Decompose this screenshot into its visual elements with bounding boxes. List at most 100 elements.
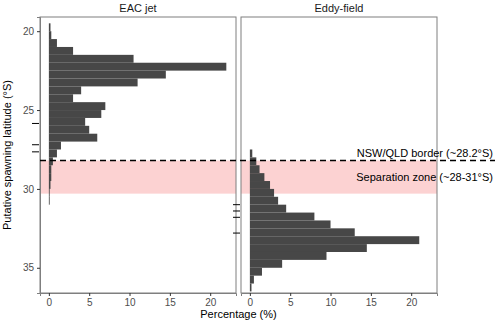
histogram-bar [250, 181, 270, 189]
x-tick-label: 0 [47, 297, 53, 308]
histogram-bar [249, 55, 250, 63]
separation-band [40, 161, 236, 194]
y-tick-mark [37, 268, 40, 269]
histogram-bar [249, 39, 250, 47]
histogram-bar [49, 173, 51, 181]
x-tick-label: 10 [124, 297, 136, 308]
rug-mark [233, 217, 240, 218]
histogram-bar [250, 220, 331, 228]
y-tick: 30 [23, 184, 40, 195]
histogram-bar [48, 189, 50, 197]
histogram-bar [48, 236, 49, 244]
histogram-bar [48, 260, 49, 268]
histogram-bar [250, 189, 274, 197]
histogram-bar [249, 110, 250, 118]
x-tick-label: 15 [366, 297, 378, 308]
x-tick: 20 [406, 293, 418, 308]
x-tick: 0 [47, 293, 53, 308]
histogram-bar [48, 197, 50, 205]
histogram-bar [249, 86, 250, 94]
histogram-bar [48, 284, 49, 292]
bars [49, 23, 226, 204]
x-tick-mark [170, 293, 171, 296]
histogram-bar [49, 118, 85, 126]
histogram-bar [250, 205, 286, 213]
chart: EAC jet 0 5 10 15 20 20 25 30 35 Eddy-field 0 5 10 15 2… [0, 0, 500, 323]
rug-mark [32, 144, 39, 145]
axis-line [242, 294, 438, 297]
y-axis: 20 25 30 35 [23, 18, 41, 294]
histogram-bar [49, 31, 51, 39]
histogram-bar [250, 165, 260, 173]
histogram-bar [249, 142, 250, 150]
histogram-bar [49, 102, 105, 110]
histogram-bar [250, 197, 278, 205]
panel-title: Eddy-field [315, 2, 364, 14]
annotation-label: Separation zone (~28-31°S) [356, 171, 493, 183]
histogram-bar [250, 268, 262, 276]
histogram-bar [250, 149, 252, 157]
y-tick-mark [37, 110, 40, 111]
annotation-label: NSW/QLD border (~28.2°S) [357, 147, 493, 159]
histogram-bar [49, 142, 61, 150]
histogram-bar [250, 173, 265, 181]
histogram-bar [249, 79, 250, 87]
x-tick: 10 [124, 293, 136, 308]
x-axis: 0 5 10 15 20 [242, 293, 438, 308]
histogram-bar [249, 134, 250, 142]
histogram-bar [250, 260, 282, 268]
axis-line [41, 294, 237, 297]
x-tick-label: 5 [87, 297, 93, 308]
x-tick-label: 20 [205, 297, 217, 308]
rug-mark [233, 204, 240, 205]
x-tick: 15 [366, 293, 378, 308]
histogram-bar [48, 220, 49, 228]
rug-mark [233, 233, 240, 234]
y-tick-mark [37, 189, 40, 190]
x-tick-mark [331, 293, 332, 296]
histogram-bar [250, 284, 252, 292]
y-tick-label: 35 [23, 262, 35, 273]
x-axis: 0 5 10 15 20 [41, 293, 237, 308]
histogram-bar [249, 118, 250, 126]
histogram-bar [48, 213, 49, 221]
x-tick: 15 [165, 293, 177, 308]
histogram-bar [49, 110, 101, 118]
histogram-bar [250, 213, 315, 221]
histogram-bar [48, 205, 49, 213]
histogram-bar [48, 244, 49, 252]
histogram-bar [249, 71, 250, 79]
x-tick-label: 10 [325, 297, 337, 308]
histogram-bar [249, 63, 250, 71]
x-tick: 5 [288, 293, 294, 308]
histogram-bar [49, 181, 51, 189]
histogram-bar [49, 149, 57, 157]
y-tick: 20 [23, 26, 40, 37]
y-tick: 25 [23, 105, 40, 116]
x-tick: 10 [325, 293, 337, 308]
y-tick: 35 [23, 262, 40, 273]
histogram-bar [49, 55, 134, 63]
histogram-bar [49, 94, 73, 102]
histogram-bar [48, 228, 49, 236]
x-tick-mark [290, 293, 291, 296]
histogram-bar [49, 86, 81, 94]
histogram-bar [250, 244, 367, 252]
y-tick-label: 25 [23, 105, 35, 116]
histogram-bar [48, 268, 49, 276]
y-axis-title: Putative spawning latitude (°S) [1, 80, 13, 230]
y-tick-label: 20 [23, 26, 35, 37]
panel-title: EAC jet [119, 2, 156, 14]
histogram-bar [49, 165, 51, 173]
histogram-bar [249, 102, 250, 110]
x-tick-mark [371, 293, 372, 296]
x-tick: 20 [205, 293, 217, 308]
axis-line [37, 18, 41, 294]
histogram-bar [249, 126, 250, 134]
histogram-bar [49, 63, 226, 71]
panel: EAC jet [32, 2, 236, 293]
histogram-bar [249, 47, 250, 55]
x-tick: 0 [248, 293, 254, 308]
x-tick-mark [250, 293, 251, 296]
histogram-bar [48, 276, 49, 284]
